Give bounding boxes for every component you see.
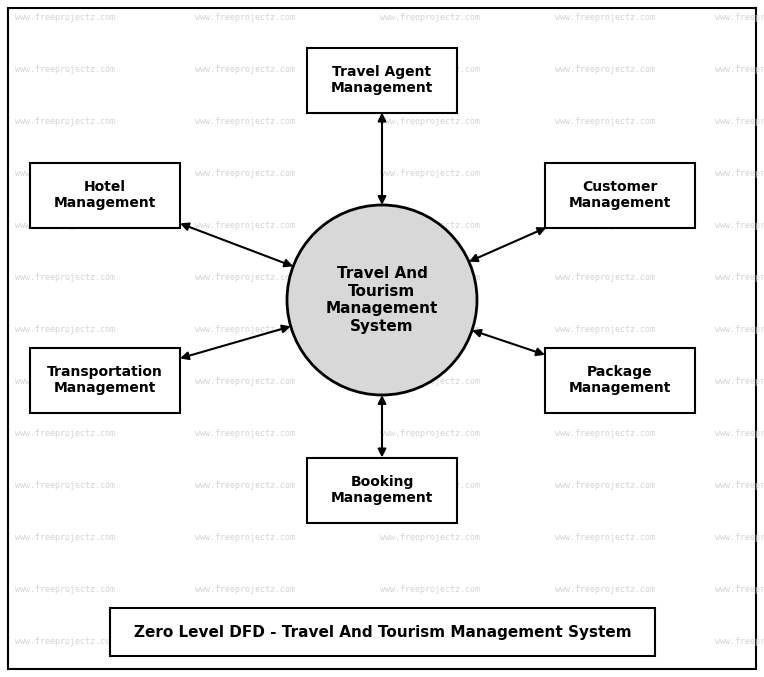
Text: www.freeprojectz.com: www.freeprojectz.com [380,586,480,594]
Text: www.freeprojectz.com: www.freeprojectz.com [195,378,295,387]
Text: www.freeprojectz.com: www.freeprojectz.com [195,638,295,647]
Text: www.freeprojectz.com: www.freeprojectz.com [715,586,764,594]
Text: www.freeprojectz.com: www.freeprojectz.com [195,586,295,594]
Text: www.freeprojectz.com: www.freeprojectz.com [195,533,295,542]
Text: www.freeprojectz.com: www.freeprojectz.com [380,66,480,74]
Text: www.freeprojectz.com: www.freeprojectz.com [15,481,115,491]
Circle shape [287,205,477,395]
Text: www.freeprojectz.com: www.freeprojectz.com [195,14,295,22]
Text: www.freeprojectz.com: www.freeprojectz.com [555,586,655,594]
Text: Travel Agent
Management: Travel Agent Management [331,65,433,95]
Text: www.freeprojectz.com: www.freeprojectz.com [195,66,295,74]
Text: www.freeprojectz.com: www.freeprojectz.com [195,169,295,179]
Text: www.freeprojectz.com: www.freeprojectz.com [15,378,115,387]
Text: www.freeprojectz.com: www.freeprojectz.com [555,274,655,282]
Text: Package
Management: Package Management [569,365,672,395]
FancyBboxPatch shape [30,162,180,227]
Text: www.freeprojectz.com: www.freeprojectz.com [715,221,764,230]
Text: www.freeprojectz.com: www.freeprojectz.com [195,221,295,230]
Text: www.freeprojectz.com: www.freeprojectz.com [715,274,764,282]
Text: www.freeprojectz.com: www.freeprojectz.com [555,66,655,74]
Text: www.freeprojectz.com: www.freeprojectz.com [715,481,764,491]
Text: www.freeprojectz.com: www.freeprojectz.com [715,638,764,647]
Text: www.freeprojectz.com: www.freeprojectz.com [195,429,295,439]
Text: www.freeprojectz.com: www.freeprojectz.com [715,169,764,179]
Text: www.freeprojectz.com: www.freeprojectz.com [195,481,295,491]
Text: www.freeprojectz.com: www.freeprojectz.com [15,429,115,439]
FancyBboxPatch shape [307,47,457,112]
Text: www.freeprojectz.com: www.freeprojectz.com [15,533,115,542]
Text: www.freeprojectz.com: www.freeprojectz.com [15,221,115,230]
Text: www.freeprojectz.com: www.freeprojectz.com [380,221,480,230]
Text: www.freeprojectz.com: www.freeprojectz.com [15,638,115,647]
FancyBboxPatch shape [307,458,457,523]
Text: www.freeprojectz.com: www.freeprojectz.com [715,378,764,387]
Text: Booking
Management: Booking Management [331,475,433,505]
FancyBboxPatch shape [8,8,756,669]
Text: www.freeprojectz.com: www.freeprojectz.com [555,118,655,127]
Text: www.freeprojectz.com: www.freeprojectz.com [715,14,764,22]
FancyBboxPatch shape [30,347,180,412]
Text: www.freeprojectz.com: www.freeprojectz.com [380,429,480,439]
Text: www.freeprojectz.com: www.freeprojectz.com [555,378,655,387]
FancyBboxPatch shape [110,608,655,656]
Text: www.freeprojectz.com: www.freeprojectz.com [380,14,480,22]
Text: www.freeprojectz.com: www.freeprojectz.com [555,326,655,334]
Text: www.freeprojectz.com: www.freeprojectz.com [380,638,480,647]
Text: www.freeprojectz.com: www.freeprojectz.com [555,638,655,647]
Text: Transportation
Management: Transportation Management [47,365,163,395]
Text: www.freeprojectz.com: www.freeprojectz.com [380,326,480,334]
FancyBboxPatch shape [545,162,695,227]
Text: www.freeprojectz.com: www.freeprojectz.com [380,533,480,542]
Text: www.freeprojectz.com: www.freeprojectz.com [380,169,480,179]
Text: www.freeprojectz.com: www.freeprojectz.com [555,481,655,491]
Text: www.freeprojectz.com: www.freeprojectz.com [555,533,655,542]
Text: www.freeprojectz.com: www.freeprojectz.com [15,326,115,334]
Text: www.freeprojectz.com: www.freeprojectz.com [380,378,480,387]
Text: www.freeprojectz.com: www.freeprojectz.com [715,326,764,334]
Text: www.freeprojectz.com: www.freeprojectz.com [195,274,295,282]
Text: www.freeprojectz.com: www.freeprojectz.com [15,169,115,179]
Text: www.freeprojectz.com: www.freeprojectz.com [715,118,764,127]
Text: Customer
Management: Customer Management [569,180,672,210]
Text: www.freeprojectz.com: www.freeprojectz.com [715,429,764,439]
Text: www.freeprojectz.com: www.freeprojectz.com [715,66,764,74]
Text: www.freeprojectz.com: www.freeprojectz.com [15,118,115,127]
Text: Travel And
Tourism
Management
System: Travel And Tourism Management System [325,267,439,334]
Text: www.freeprojectz.com: www.freeprojectz.com [555,429,655,439]
Text: www.freeprojectz.com: www.freeprojectz.com [15,66,115,74]
Text: www.freeprojectz.com: www.freeprojectz.com [15,274,115,282]
Text: www.freeprojectz.com: www.freeprojectz.com [195,118,295,127]
Text: Hotel
Management: Hotel Management [53,180,156,210]
Text: www.freeprojectz.com: www.freeprojectz.com [380,118,480,127]
Text: www.freeprojectz.com: www.freeprojectz.com [195,326,295,334]
Text: www.freeprojectz.com: www.freeprojectz.com [380,481,480,491]
FancyBboxPatch shape [545,347,695,412]
Text: www.freeprojectz.com: www.freeprojectz.com [715,533,764,542]
Text: Zero Level DFD - Travel And Tourism Management System: Zero Level DFD - Travel And Tourism Mana… [134,624,631,640]
Text: www.freeprojectz.com: www.freeprojectz.com [15,586,115,594]
Text: www.freeprojectz.com: www.freeprojectz.com [555,169,655,179]
Text: www.freeprojectz.com: www.freeprojectz.com [555,14,655,22]
Text: www.freeprojectz.com: www.freeprojectz.com [555,221,655,230]
Text: www.freeprojectz.com: www.freeprojectz.com [15,14,115,22]
Text: www.freeprojectz.com: www.freeprojectz.com [380,274,480,282]
